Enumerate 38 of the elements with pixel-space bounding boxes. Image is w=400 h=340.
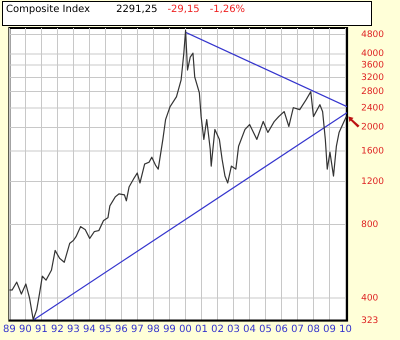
- y-tick-label: 2400: [361, 103, 384, 114]
- y-tick-label: 400: [361, 293, 379, 304]
- y-tick-label: 3600: [361, 60, 384, 70]
- chart-title: Composite Index: [6, 4, 90, 17]
- y-tick-label: 323: [361, 316, 378, 326]
- x-tick-label: 93: [67, 324, 80, 336]
- x-tick-label: 98: [147, 324, 160, 336]
- y-tick-label: 3200: [361, 72, 384, 83]
- y-tick-label: 1200: [361, 176, 384, 187]
- text: 2291,25: [116, 4, 158, 17]
- y-tick-label: 4000: [361, 49, 384, 60]
- x-tick-label: 89: [2, 324, 16, 336]
- x-tick-label: 03: [227, 324, 240, 336]
- y-tick-label: 2800: [361, 86, 384, 97]
- x-tick-label: 95: [99, 324, 112, 336]
- x-tick-label: 07: [291, 324, 304, 336]
- x-tick-label: 90: [19, 324, 32, 336]
- x-tick-label: 92: [51, 324, 64, 336]
- x-tick-label: 08: [307, 324, 320, 336]
- x-tick-label: 00: [179, 324, 192, 336]
- y-tick-label: 2000: [361, 122, 384, 133]
- x-tick-label: 09: [323, 324, 336, 336]
- y-tick-label: 4800: [361, 30, 384, 40]
- x-tick-label: 02: [211, 324, 224, 336]
- y-tick-label: 1600: [361, 146, 384, 156]
- y-tick-label: 800: [361, 220, 379, 230]
- text: -29,15: [167, 4, 200, 17]
- x-tick-label: 05: [259, 324, 272, 336]
- x-tick-label: 96: [115, 324, 128, 336]
- x-tick-label: 91: [35, 324, 48, 336]
- x-tick-label: 97: [131, 324, 144, 336]
- x-tick-label: 10: [339, 324, 352, 336]
- x-tick-label: 04: [243, 324, 256, 336]
- x-tick-label: 01: [195, 324, 208, 336]
- x-tick-label: 99: [163, 324, 176, 336]
- text: -1,26%: [210, 4, 246, 17]
- x-tick-label: 94: [83, 324, 96, 336]
- x-tick-label: 06: [275, 324, 288, 336]
